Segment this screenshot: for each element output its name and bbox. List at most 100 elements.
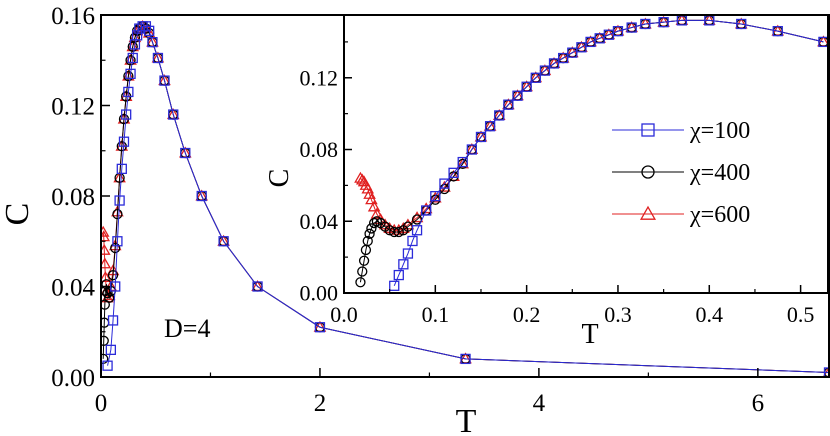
inset-series-square-point-11	[466, 144, 477, 155]
inset-series-square-point-7	[430, 190, 441, 202]
inset-background	[344, 15, 828, 293]
inset-series-square-point-8	[439, 178, 450, 189]
main-series-square-point-28	[823, 367, 829, 377]
main-x-axis-title: T	[456, 403, 477, 436]
main-series-square-point-10	[125, 68, 136, 79]
main-series-square-point-1	[105, 344, 117, 356]
inset-series-circle-point-13	[393, 226, 404, 238]
inset-plot-area	[354, 15, 828, 291]
main-series-square-point-9	[123, 86, 134, 98]
inset-series-triangle-point-8	[370, 207, 384, 219]
inset-y-tick-label: 0.04	[300, 209, 339, 234]
inset-series-square-point-13	[484, 121, 496, 132]
inset-series-circle-point-1	[357, 266, 368, 277]
main-series-square-point-18	[147, 37, 158, 48]
inset-series-circle-point-6	[366, 223, 377, 234]
main-series-circle-point-7	[104, 292, 115, 303]
inset-series-circle-point-5	[364, 228, 375, 239]
main-series-square-point-8	[121, 109, 132, 120]
main-axis-ticks: 0 2 4 6 0.00 0.04 0.08 0.12 0.16	[51, 3, 764, 417]
main-series-square-point-4	[112, 236, 123, 247]
inset-series-square-point-4	[407, 235, 418, 247]
inset-plot-frame	[343, 14, 829, 294]
inset-y-tick-label: 0.08	[300, 137, 339, 162]
inset-series-square-point-28	[626, 22, 637, 33]
main-x-tick-label: 6	[752, 390, 765, 417]
main-series-triangle-point-0	[101, 225, 110, 237]
inset-series-square-point-0	[389, 280, 400, 291]
main-series-square-point-0	[102, 360, 113, 371]
inset-x-tick-label: 0.3	[604, 302, 632, 327]
inset-series-square-point-15	[503, 99, 514, 110]
inset-y-tick-label: 0.00	[300, 281, 339, 306]
main-series-square-point-13	[131, 30, 143, 41]
inset-series-triangle-point-6	[365, 193, 378, 205]
inset-series-circle-point-2	[358, 255, 370, 266]
legend-square-point-0	[641, 123, 655, 137]
inset-series-square-point-14	[494, 110, 505, 121]
main-series-circle-point-11	[112, 208, 123, 220]
inset-series-square-point-12	[475, 131, 487, 143]
inset-series-square-point-30	[658, 17, 669, 28]
main-y-tick-label: 0.00	[51, 365, 95, 392]
inset-series-square	[389, 15, 828, 291]
inset-series-square-point-22	[567, 47, 578, 58]
main-y-tick-label: 0.04	[51, 274, 95, 301]
main-series-square-point-27	[460, 353, 471, 365]
main-series-circle-point-17	[125, 55, 136, 66]
main-series-square-point-22	[180, 147, 191, 159]
main-series-triangle-point-3	[101, 257, 112, 269]
main-series-square-point-19	[152, 52, 164, 64]
inset-series-square-point-5	[411, 225, 423, 236]
legend-entry-circle: χ=400	[612, 160, 750, 186]
inset-series-circle-point-0	[355, 277, 366, 288]
main-series-square-point-24	[218, 236, 229, 247]
main-y-tick-label: 0.16	[51, 3, 95, 30]
main-y-tick-label: 0.08	[51, 184, 95, 211]
main-y-axis-title: C	[0, 203, 36, 226]
inset-y-tick-label: 0.12	[300, 65, 339, 90]
inset-x-tick-label: 0.2	[513, 302, 541, 327]
inset-series-square-point-19	[539, 65, 551, 76]
main-series-square-point-14	[134, 23, 145, 34]
main-y-tick-label: 0.12	[51, 93, 95, 120]
legend-label-square: χ=100	[689, 118, 750, 144]
main-series-square-point-21	[168, 109, 179, 120]
main-series-square-point-5	[114, 195, 125, 206]
main-x-tick-label: 4	[533, 390, 546, 417]
inset-series-circle-point-4	[362, 235, 373, 247]
inset-series-square-point-1	[393, 269, 404, 281]
inset-series-circle-point-7	[368, 217, 380, 229]
inset-series-square-point-17	[521, 81, 532, 92]
inset-chart: 0.0 0.1 0.2 0.3 0.4 0.5 0.00 0.04 0.08 0.12 T C χ…	[264, 14, 829, 350]
inset-series-square-point-2	[398, 259, 409, 270]
inset-legend: χ=100 χ=400 χ=600	[612, 118, 750, 228]
inset-y-axis-title: C	[264, 169, 295, 188]
main-chart: 0 2 4 6 0.00 0.04 0.08 0.12 0.16 T C D=4	[0, 3, 830, 436]
inset-x-tick-label: 0.1	[422, 302, 450, 327]
inset-series-square-point-16	[512, 90, 523, 101]
dimension-annotation: D=4	[164, 314, 210, 343]
inset-axis-ticks: 0.0 0.1 0.2 0.3 0.4 0.5 0.00 0.04 0.08 0.12	[300, 41, 814, 327]
main-series-square-point-3	[110, 281, 121, 292]
inset-x-axis-title: T	[581, 319, 598, 350]
main-series-square-line	[107, 25, 829, 373]
inset-series-square-point-27	[612, 25, 624, 37]
inset-series-square-point-21	[558, 52, 569, 64]
main-series-square-point-11	[127, 52, 138, 64]
legend-circle-point-0	[641, 165, 655, 179]
main-series-square-point-25	[252, 281, 263, 292]
main-plot-area	[101, 19, 829, 377]
inset-series-triangle-point-1	[355, 173, 369, 185]
main-series-circle-point-9	[107, 270, 119, 281]
main-series-square-point-17	[144, 25, 155, 36]
main-series-circle-point-10	[110, 242, 121, 254]
legend-entry-triangle: χ=600	[612, 202, 750, 228]
main-series-circle-point-6	[102, 288, 113, 299]
main-series-circle-point-1	[101, 335, 109, 346]
inset-series-square-point-10	[457, 156, 468, 168]
inset-series-square-point-20	[548, 58, 560, 69]
main-series-square-point-6	[116, 163, 127, 175]
inset-series-square-point-34	[772, 25, 783, 37]
